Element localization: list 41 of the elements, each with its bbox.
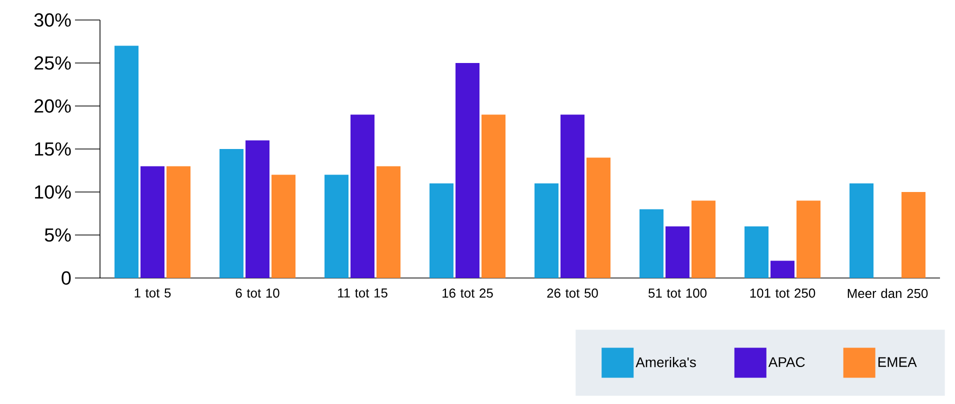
bar <box>350 114 374 278</box>
y-tick-label: 5% <box>44 228 71 242</box>
bar <box>166 166 190 278</box>
bar <box>640 209 664 278</box>
bar <box>666 226 690 278</box>
y-tick-label: 0 <box>62 271 71 285</box>
bar <box>560 114 584 278</box>
bar <box>796 200 820 278</box>
y-tick-label: 10% <box>35 185 71 199</box>
x-tick-label: 1 tot 5 <box>134 288 171 298</box>
bar <box>456 63 480 278</box>
legend-label: APAC <box>768 357 805 368</box>
legend-label: Amerika's <box>636 356 696 368</box>
bar <box>744 226 769 278</box>
y-tick-label: 25% <box>34 56 71 70</box>
bar <box>770 260 794 278</box>
bar <box>271 174 296 278</box>
y-tick-label: 30% <box>34 13 71 27</box>
bar <box>324 174 349 278</box>
bar <box>114 46 139 278</box>
bar <box>691 200 716 278</box>
bar <box>246 140 270 278</box>
bar <box>901 192 926 278</box>
y-tick-label: 15% <box>35 142 71 156</box>
x-tick-label: 101 tot 250 <box>750 288 816 298</box>
legend-label: EMEA <box>878 357 917 367</box>
x-tick-label: 26 tot 50 <box>547 288 598 298</box>
bar <box>140 166 164 278</box>
x-tick-label: 11 tot 15 <box>338 288 388 298</box>
y-tick-label: 20% <box>34 99 71 113</box>
bar <box>376 166 400 278</box>
bar <box>220 149 244 278</box>
bar <box>481 114 506 278</box>
x-tick-label: 51 tot 100 <box>648 288 707 298</box>
bar <box>430 183 454 278</box>
bar <box>534 183 559 278</box>
x-tick-label: 6 tot 10 <box>236 288 280 298</box>
bar <box>850 183 874 278</box>
x-tick-label: 16 tot 25 <box>442 288 493 298</box>
bar <box>586 158 610 278</box>
x-tick-label: Meer dan 250 <box>848 288 928 298</box>
